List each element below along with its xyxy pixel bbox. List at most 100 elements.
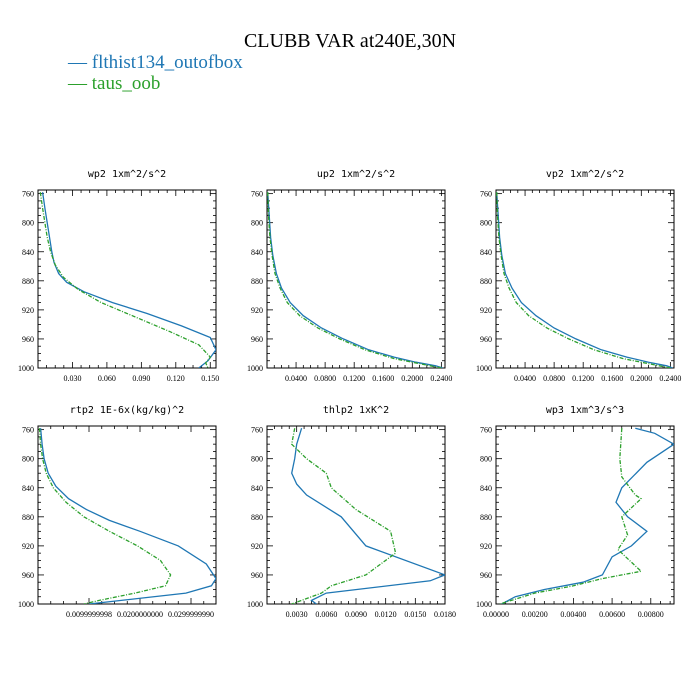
- panel-4-ytick-label-800: 800: [22, 455, 34, 464]
- panel-4-xtick-label-1: 0.0200000000: [117, 610, 163, 619]
- panel-1-ytick-label-800: 800: [22, 219, 34, 228]
- panel-3-xtick-label-1: 0.0800: [543, 374, 565, 383]
- panel-6-ytick-label-920: 920: [480, 542, 492, 551]
- panel-5-xtick-label-3: 0.0120: [375, 610, 397, 619]
- panel-1: wp2 1xm^2/s^2 760 800 840 880 920 960 1000 0.030…: [18, 169, 219, 383]
- panel-3-ytick-label-800: 800: [480, 219, 492, 228]
- panel-5-xtick-label-4: 0.0150: [404, 610, 426, 619]
- panel-5-ytick-label-840: 840: [251, 484, 263, 493]
- panel-2-xtick-label-3: 0.1600: [372, 374, 394, 383]
- panel-3-xtick-label-4: 0.2000: [630, 374, 652, 383]
- panel-4-frame: [37, 425, 217, 605]
- panel-4-ytick-label-960: 960: [22, 571, 34, 580]
- legend-dash-taus-oob: —: [68, 73, 92, 94]
- panel-4-series-flthist134: [39, 428, 216, 604]
- panel-1-ytick-label-880: 880: [22, 277, 34, 286]
- panel-1-xtick-label-4: 0.150: [201, 374, 219, 383]
- legend-item-taus-oob: — taus_oob: [68, 73, 243, 94]
- panel-3-xtick-label-0: 0.0400: [514, 374, 536, 383]
- panel-2-ytick-label-920: 920: [251, 306, 263, 315]
- panel-4-xtick-label-0: 0.0099999998: [66, 610, 112, 619]
- panel-6-ytick-label-840: 840: [480, 484, 492, 493]
- panel-1-ytick-label-760: 760: [22, 190, 34, 199]
- panel-6-xtick-label-3: 0.00600: [599, 610, 625, 619]
- panel-5-xtick-label-0: 0.0030: [286, 610, 308, 619]
- panel-1-title: wp2 1xm^2/s^2: [88, 169, 166, 180]
- panel-3-frame: [495, 189, 675, 369]
- panel-1-frame: [37, 189, 217, 369]
- panel-2-ytick-label-840: 840: [251, 248, 263, 257]
- panel-5-ytick-label-920: 920: [251, 542, 263, 551]
- panel-2-ytick-label-960: 960: [251, 335, 263, 344]
- panel-2-xtick-label-2: 0.1200: [343, 374, 365, 383]
- panel-3-ytick-label-960: 960: [480, 335, 492, 344]
- panel-6-xtick-label-0: 0.00000: [483, 610, 509, 619]
- panel-2-xtick-label-1: 0.0800: [314, 374, 336, 383]
- panel-2-ytick-label-880: 880: [251, 277, 263, 286]
- panel-3: vp2 1xm^2/s^2 760 800 840 880 920 960 1000 0.040…: [476, 169, 681, 383]
- legend: — flthist134_outofbox — taus_oob: [68, 52, 243, 94]
- panel-5-ytick-label-1000: 1000: [247, 600, 263, 609]
- panel-2-xtick-label-5: 0.2400: [430, 374, 452, 383]
- panel-4-ytick-label-760: 760: [22, 426, 34, 435]
- panel-4-ytick-label-840: 840: [22, 484, 34, 493]
- panel-2-xtick-label-4: 0.2000: [401, 374, 423, 383]
- panel-2-title: up2 1xm^2/s^2: [317, 169, 395, 180]
- panel-1-xtick-label-3: 0.120: [167, 374, 185, 383]
- panel-5-title: thlp2 1xK^2: [323, 405, 389, 416]
- panel-3-ytick-label-840: 840: [480, 248, 492, 257]
- panel-5-xtick-label-2: 0.0090: [345, 610, 367, 619]
- legend-label-flthist134: flthist134_outofbox: [91, 52, 243, 73]
- panel-3-series-flthist134: [496, 192, 673, 368]
- legend-dash-flthist134: —: [68, 52, 92, 73]
- panel-1-ytick-label-840: 840: [22, 248, 34, 257]
- panel-3-xtick-label-3: 0.1600: [601, 374, 623, 383]
- panel-5-ytick-label-960: 960: [251, 571, 263, 580]
- panel-6-title: wp3 1xm^3/s^3: [546, 405, 624, 416]
- panel-1-series-flthist134: [41, 192, 216, 368]
- panel-2-ytick-label-760: 760: [251, 190, 263, 199]
- panel-3-ytick-label-920: 920: [480, 306, 492, 315]
- panel-6-ytick-label-960: 960: [480, 571, 492, 580]
- panel-3-series-taus-oob: [496, 192, 671, 368]
- panel-6-xtick-label-2: 0.00400: [560, 610, 586, 619]
- panel-5: thlp2 1xK^2 760 800 840 880 920 960 1000 0.0030 0…: [247, 405, 456, 619]
- panel-5-series-flthist134: [291, 428, 445, 604]
- panel-5-ytick-label-880: 880: [251, 513, 263, 522]
- panel-6-ytick-label-800: 800: [480, 455, 492, 464]
- panel-1-xtick-label-1: 0.060: [98, 374, 116, 383]
- panel-3-ytick-label-1000: 1000: [476, 364, 492, 373]
- panel-5-ytick-label-800: 800: [251, 455, 263, 464]
- panel-6-ytick-label-1000: 1000: [476, 600, 492, 609]
- panel-6-series-flthist134: [501, 427, 674, 604]
- legend-label-taus-oob: taus_oob: [91, 73, 161, 94]
- panel-2-xtick-label-0: 0.0400: [285, 374, 307, 383]
- panel-5-xtick-label-5: 0.0180: [434, 610, 456, 619]
- panel-4-ytick-label-920: 920: [22, 542, 34, 551]
- panel-5-ytick-label-760: 760: [251, 426, 263, 435]
- panel-4: rtp2 1E-6x(kg/kg)^2 760 800 840 880 920 960 100…: [18, 405, 217, 619]
- panel-4-series-taus-oob: [38, 428, 172, 604]
- panel-6-xtick-label-4: 0.00800: [638, 610, 664, 619]
- panel-6-ytick-label-880: 880: [480, 513, 492, 522]
- panel-2-series-flthist134: [267, 192, 443, 368]
- legend-item-flthist134: — flthist134_outofbox: [68, 52, 243, 73]
- panel-2-frame: [266, 189, 446, 369]
- panel-3-ytick-label-880: 880: [480, 277, 492, 286]
- panel-4-title: rtp2 1E-6x(kg/kg)^2: [70, 405, 184, 416]
- panel-5-xtick-label-1: 0.0060: [315, 610, 337, 619]
- panel-3-xtick-label-2: 0.1200: [572, 374, 594, 383]
- panel-4-ytick-label-880: 880: [22, 513, 34, 522]
- panel-1-xtick-label-0: 0.030: [63, 374, 81, 383]
- panel-5-frame: [266, 425, 446, 605]
- panel-4-ytick-label-1000: 1000: [18, 600, 34, 609]
- panel-6: wp3 1xm^3/s^3 760 800 840 880 920 960 10000.000…: [476, 405, 675, 619]
- panel-2-series-taus-oob: [267, 192, 442, 368]
- panel-1-ytick-label-920: 920: [22, 306, 34, 315]
- panel-2-ytick-label-1000: 1000: [247, 364, 263, 373]
- panel-3-ytick-label-760: 760: [480, 190, 492, 199]
- chart-title: CLUBB VAR at240E,30N: [243, 30, 457, 52]
- panel-1-ytick-label-960: 960: [22, 335, 34, 344]
- panel-5-series-taus-oob: [290, 428, 397, 604]
